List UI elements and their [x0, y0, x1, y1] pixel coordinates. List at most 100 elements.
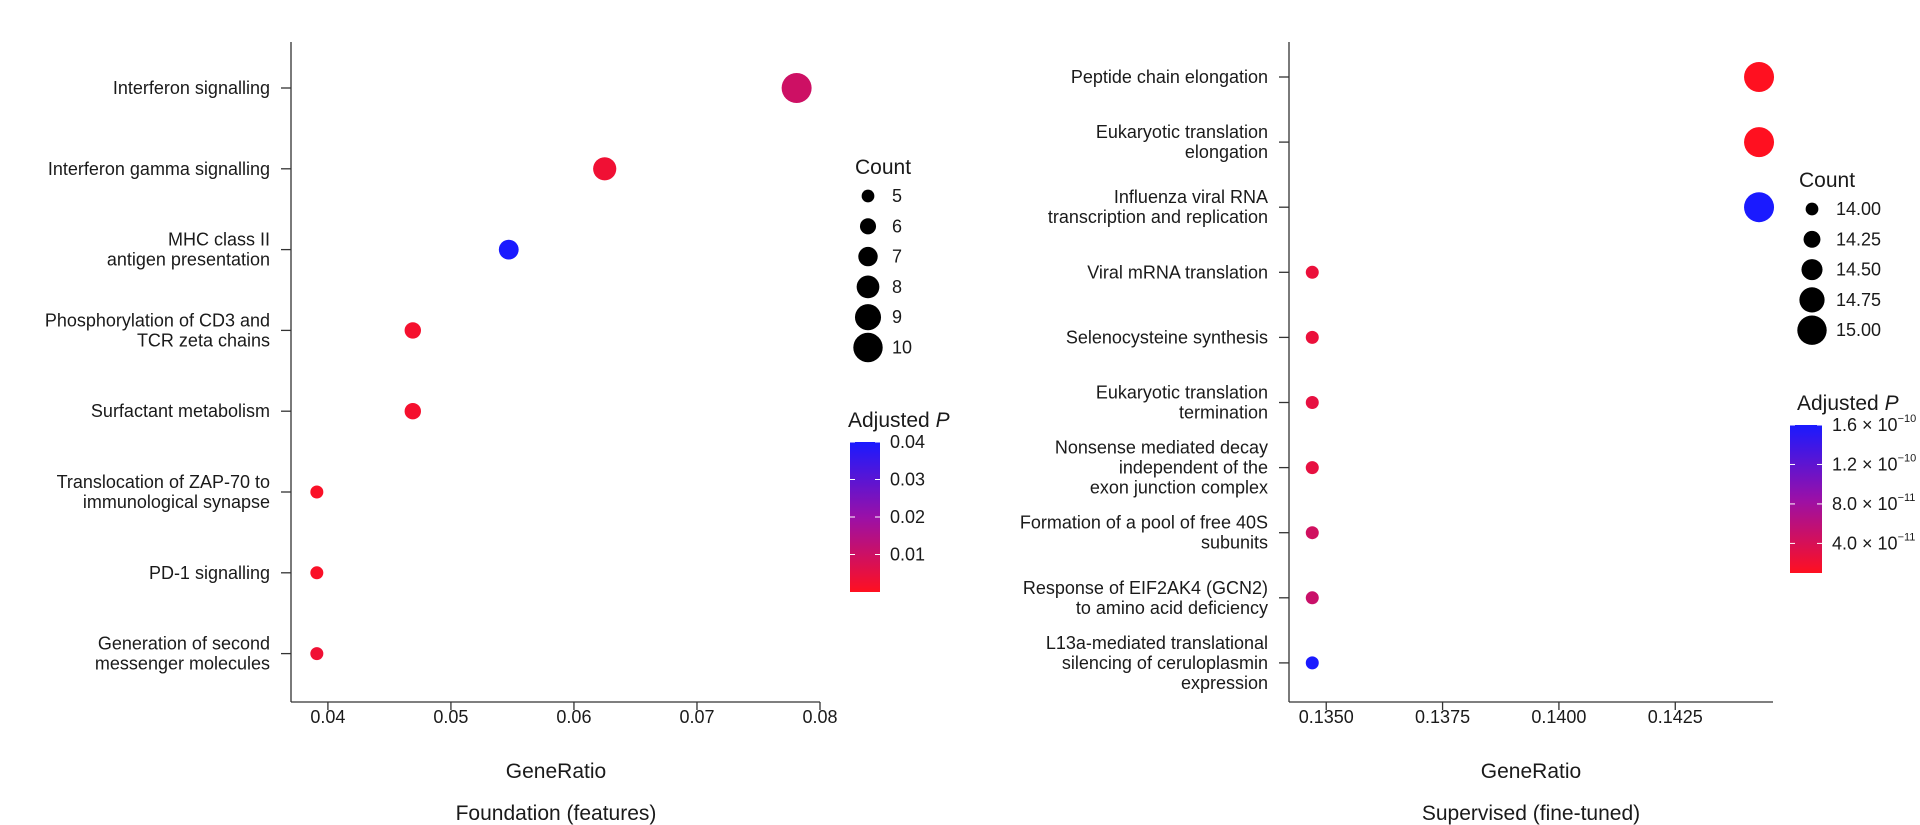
color-legend-label: 0.02: [890, 507, 925, 527]
size-legend-dot: [1797, 315, 1827, 345]
color-legend-label: 4.0 × 10−11: [1832, 531, 1915, 553]
x-tick-label: 0.08: [802, 707, 837, 727]
size-legend-label: 8: [892, 277, 902, 297]
x-tick-label: 0.07: [679, 707, 714, 727]
color-legend-label-mantissa: 4.0 × 10: [1832, 533, 1898, 553]
size-legend-dot: [854, 304, 882, 331]
category-label: MHC class II: [168, 230, 270, 250]
category-label: to amino acid deficiency: [1076, 598, 1268, 618]
data-point: [1305, 330, 1319, 344]
size-legend-label: 9: [892, 307, 902, 327]
size-legend-title: Count: [1799, 169, 1855, 192]
category-label: expression: [1181, 673, 1268, 693]
color-legend-label: 1.2 × 10−10: [1832, 452, 1916, 474]
data-point: [1305, 461, 1319, 475]
x-tick-label: 0.05: [433, 707, 468, 727]
color-legend-label-mantissa: 0.03: [890, 470, 925, 490]
data-point: [1305, 526, 1319, 540]
size-legend-label: 14.75: [1836, 290, 1881, 310]
color-legend-label: 8.0 × 10−11: [1832, 492, 1915, 514]
data-point: [1305, 591, 1319, 605]
color-legend-label-exponent: −11: [1898, 492, 1916, 504]
x-tick-label: 0.1425: [1648, 707, 1703, 727]
size-legend-dot: [853, 332, 883, 363]
color-legend-title: Adjusted P: [848, 409, 950, 432]
color-bar: [1790, 425, 1822, 573]
color-legend-label: 0.03: [890, 470, 925, 490]
category-label: Peptide chain elongation: [1071, 67, 1268, 87]
size-legend-dot: [856, 275, 880, 299]
category-label: immunological synapse: [83, 492, 270, 512]
color-legend-label-mantissa: 1.6 × 10: [1832, 415, 1898, 435]
color-legend-label-exponent: −11: [1898, 531, 1916, 543]
size-legend-title: Count: [855, 156, 911, 179]
category-label: Response of EIF2AK4 (GCN2): [1023, 578, 1268, 598]
size-legend-dot: [861, 189, 875, 203]
size-legend-label: 10: [892, 338, 912, 358]
x-axis-label: GeneRatio: [1481, 760, 1581, 783]
category-label: Surfactant metabolism: [91, 401, 270, 421]
category-label: Generation of second: [98, 634, 270, 654]
category-label: independent of the: [1119, 458, 1268, 478]
x-tick-label: 0.04: [310, 707, 345, 727]
data-point: [404, 322, 421, 339]
color-legend-title-symbol: P: [1885, 392, 1899, 415]
category-label: elongation: [1185, 142, 1268, 162]
data-point: [1305, 265, 1319, 279]
category-label: silencing of ceruloplasmin: [1062, 653, 1268, 673]
color-legend-title-symbol: P: [936, 409, 950, 432]
category-label: antigen presentation: [107, 250, 270, 270]
category-label: PD-1 signalling: [149, 563, 270, 583]
category-label: Translocation of ZAP-70 to: [57, 472, 270, 492]
x-tick-label: 0.1375: [1415, 707, 1470, 727]
size-legend-label: 7: [892, 247, 902, 267]
color-legend-title-text: Adjusted: [848, 409, 936, 432]
category-label: exon junction complex: [1090, 478, 1268, 498]
category-label: Eukaryotic translation: [1096, 122, 1268, 142]
color-legend-title-text: Adjusted: [1797, 392, 1885, 415]
data-point: [310, 566, 324, 580]
data-point: [1744, 127, 1775, 158]
size-legend-label: 14.50: [1836, 260, 1881, 280]
color-legend-label: 0.01: [890, 545, 925, 565]
category-label: Interferon signalling: [113, 78, 270, 98]
category-label: subunits: [1201, 533, 1268, 553]
size-legend-dot: [858, 246, 878, 267]
color-legend-label-mantissa: 0.01: [890, 545, 925, 565]
data-point: [404, 403, 421, 420]
size-legend-dot: [1801, 259, 1823, 281]
color-legend-label: 0.04: [890, 432, 925, 452]
data-point: [593, 157, 617, 181]
panel-subtitle: Foundation (features): [456, 802, 657, 825]
color-legend-label: 1.6 × 10−10: [1832, 413, 1916, 435]
category-label: Selenocysteine synthesis: [1066, 327, 1268, 347]
category-label: Formation of a pool of free 40S: [1020, 513, 1268, 533]
data-point: [498, 239, 519, 260]
category-label: Phosphorylation of CD3 and: [45, 310, 270, 330]
size-legend-dot: [1805, 202, 1819, 216]
category-label: Viral mRNA translation: [1087, 262, 1268, 282]
color-legend-label-mantissa: 0.04: [890, 432, 925, 452]
size-legend-dot: [859, 218, 877, 235]
size-legend-label: 6: [892, 216, 902, 236]
data-point: [1744, 62, 1775, 92]
size-legend-label: 14.25: [1836, 229, 1881, 249]
category-label: messenger molecules: [95, 654, 270, 674]
data-point: [781, 73, 812, 103]
size-legend-dot: [1799, 287, 1825, 313]
panel-subtitle: Supervised (fine-tuned): [1422, 802, 1640, 825]
x-axis-label: GeneRatio: [506, 760, 606, 783]
x-tick-label: 0.1400: [1531, 707, 1586, 727]
category-label: TCR zeta chains: [137, 330, 270, 350]
category-label: L13a-mediated translational: [1046, 633, 1268, 653]
data-point: [310, 485, 324, 499]
data-point: [1305, 656, 1319, 670]
category-label: Interferon gamma signalling: [48, 159, 270, 179]
supervised-panel: 0.1350 0.1375 0.1400 0.1425 GeneRatio Supervi…: [1020, 42, 1916, 825]
color-legend-label-mantissa: 8.0 × 10: [1832, 494, 1898, 514]
data-point: [1305, 396, 1319, 409]
color-legend-label-mantissa: 1.2 × 10: [1832, 454, 1898, 474]
color-legend-label-exponent: −10: [1898, 413, 1917, 425]
category-label: Influenza viral RNA: [1114, 187, 1268, 207]
